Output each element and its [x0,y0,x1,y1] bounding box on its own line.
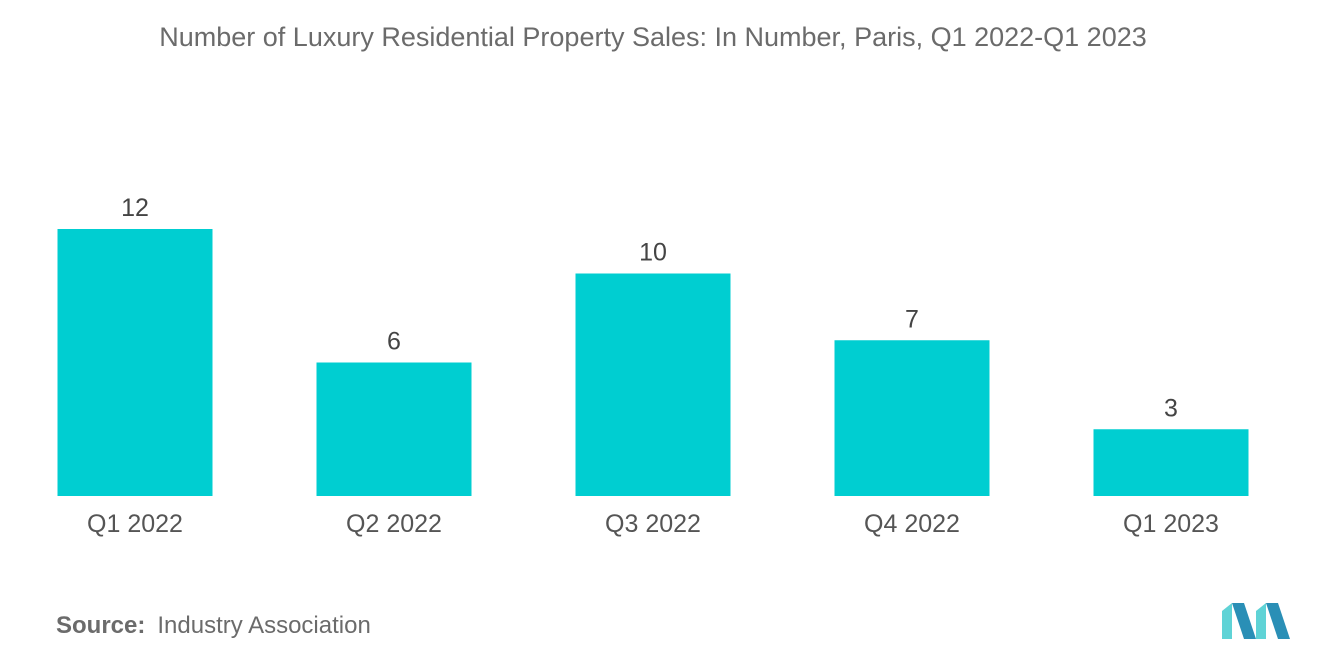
brand-logo-icon [1222,603,1290,639]
data-label: 10 [639,239,667,267]
bar-q1-2022 [57,229,213,496]
bar-q1-2023 [1093,429,1249,496]
data-label: 12 [121,194,149,222]
source-note: Source: Industry Association [56,612,371,640]
x-tick-label: Q2 2022 [346,510,442,538]
bar-q2-2022 [316,362,472,496]
x-tick-label: Q1 2022 [87,510,183,538]
x-tick-label: Q4 2022 [864,510,960,538]
bar-q3-2022 [575,273,731,496]
source-text: Industry Association [157,612,371,639]
data-label: 3 [1164,394,1178,422]
bar-chart: 12 Q1 2022 6 Q2 2022 10 Q3 2022 7 Q4 2022 3 Q1 20… [57,194,1249,538]
data-label: 7 [905,305,919,333]
source-label: Source: [56,612,146,639]
x-tick-label: Q1 2023 [1123,510,1219,538]
chart-title: Number of Luxury Residential Property Sa… [159,22,1147,52]
x-tick-label: Q3 2022 [605,510,701,538]
data-label: 6 [387,328,401,356]
bar-q4-2022 [834,340,990,496]
